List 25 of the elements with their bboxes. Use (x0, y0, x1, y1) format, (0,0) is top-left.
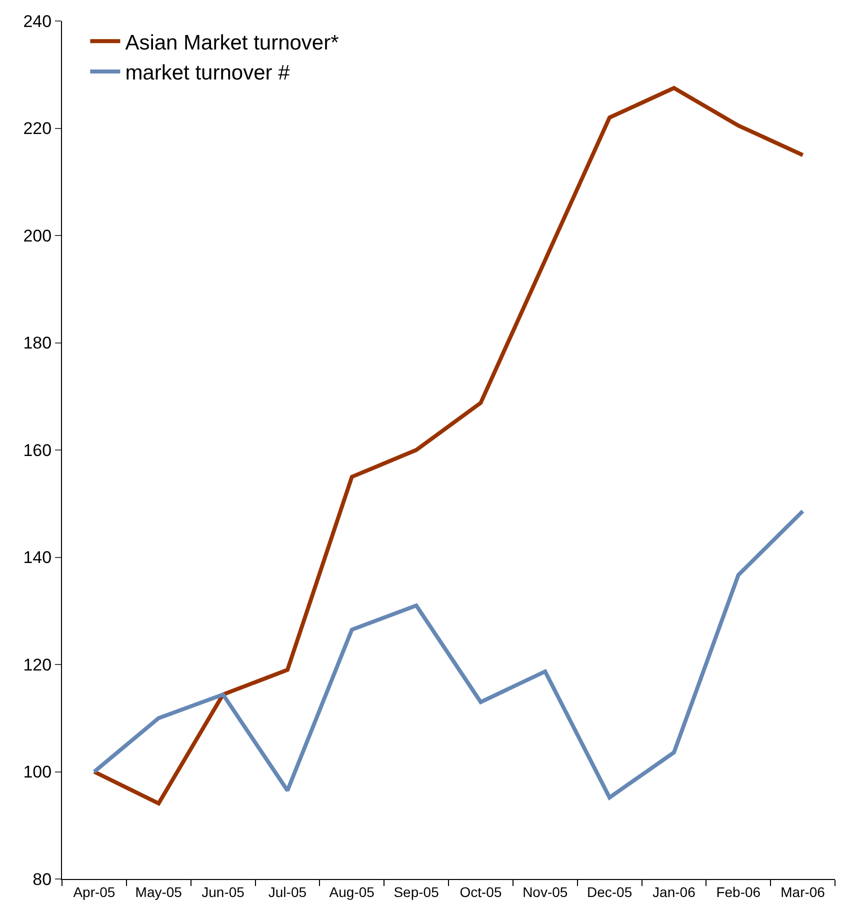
x-tick-label: Apr-05 (73, 884, 116, 900)
legend-label: market turnover # (125, 62, 290, 85)
x-tick-label: Mar-06 (780, 884, 826, 900)
x-tick-label: Jan-06 (652, 884, 696, 900)
y-tick-label: 100 (23, 762, 52, 782)
legend-label: Asian Market turnover* (125, 31, 339, 54)
y-tick-label: 180 (23, 334, 52, 353)
y-tick-label: 220 (23, 119, 52, 138)
x-tick-label: Jul-05 (268, 884, 307, 900)
x-tick-label: Dec-05 (586, 884, 632, 900)
line-series (92, 509, 805, 800)
y-tick-label: 240 (23, 12, 52, 31)
x-tick-label: Nov-05 (522, 884, 568, 900)
y-tick-label: 140 (23, 548, 52, 568)
y-tick-label: 80 (32, 870, 52, 889)
y-tick-label: 120 (23, 655, 52, 674)
x-tick-label: Oct-05 (460, 884, 502, 900)
x-tick-label: Feb-06 (716, 884, 761, 900)
x-tick-label: Sep-05 (394, 884, 440, 900)
line-series (92, 86, 805, 806)
y-tick-label: 160 (23, 440, 52, 460)
x-tick-label: Jun-05 (202, 884, 245, 900)
y-tick-label: 200 (23, 226, 52, 246)
x-tick-label: May-05 (135, 884, 182, 900)
x-tick-label: Aug-05 (329, 884, 375, 900)
